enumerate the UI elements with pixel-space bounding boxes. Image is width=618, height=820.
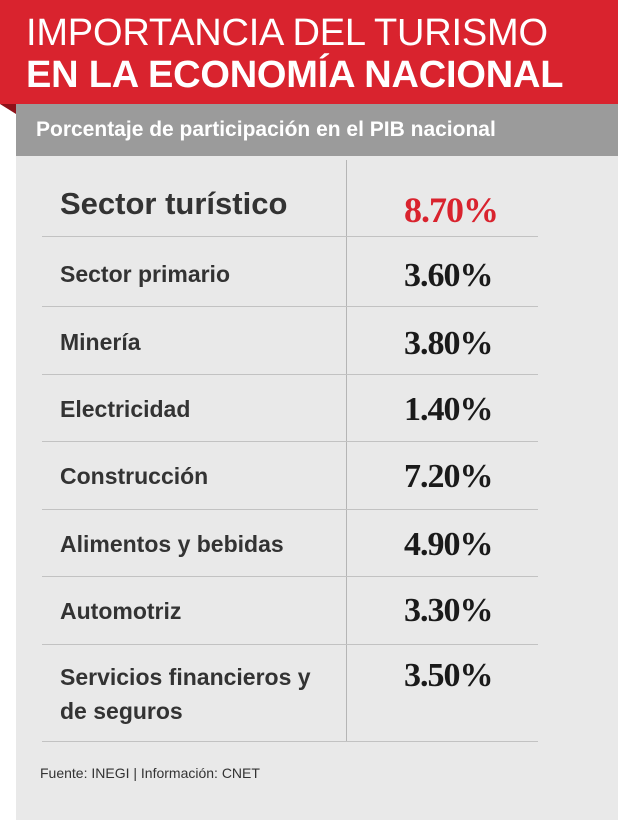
row-separator bbox=[42, 306, 538, 307]
row-label-servicios-financieros: Servicios financieros y de seguros bbox=[60, 664, 311, 724]
row-label-construccion: Construcción bbox=[60, 463, 209, 489]
banner-fold-corner bbox=[0, 104, 16, 114]
row-separator bbox=[42, 374, 538, 375]
subtitle-bar: Porcentaje de participación en el PIB na… bbox=[16, 104, 618, 156]
row-separator bbox=[42, 576, 538, 577]
row-value-electricidad: 1.40% bbox=[404, 391, 493, 428]
chart-subtitle: Porcentaje de participación en el PIB na… bbox=[36, 118, 496, 141]
title-line-1: IMPORTANCIA DEL TURISMO bbox=[26, 12, 548, 54]
row-value-alimentos-y-bebidas: 4.90% bbox=[404, 526, 493, 563]
source-note: Fuente: INEGI | Información: CNET bbox=[40, 765, 260, 781]
row-separator bbox=[42, 644, 538, 645]
page-title: IMPORTANCIA DEL TURISMO EN LA ECONOMÍA N… bbox=[26, 12, 606, 96]
table-panel bbox=[16, 156, 618, 820]
row-label-sector-turistico: Sector turístico bbox=[60, 186, 288, 221]
row-value-automotriz: 3.30% bbox=[404, 592, 493, 629]
row-value-servicios-financieros: 3.50% bbox=[404, 657, 493, 694]
row-label-alimentos-y-bebidas: Alimentos y bebidas bbox=[60, 531, 284, 557]
title-banner: IMPORTANCIA DEL TURISMO EN LA ECONOMÍA N… bbox=[0, 0, 618, 104]
row-value-sector-primario: 3.60% bbox=[404, 257, 493, 294]
row-separator bbox=[42, 236, 538, 237]
row-label-automotriz: Automotriz bbox=[60, 598, 182, 624]
row-label-electricidad: Electricidad bbox=[60, 396, 191, 422]
row-label-mineria: Minería bbox=[60, 329, 141, 355]
row-label-sector-primario: Sector primario bbox=[60, 261, 230, 287]
row-separator bbox=[42, 509, 538, 510]
row-separator bbox=[42, 741, 538, 742]
row-separator bbox=[42, 441, 538, 442]
title-line-2: EN LA ECONOMÍA NACIONAL bbox=[26, 54, 564, 96]
row-value-construccion: 7.20% bbox=[404, 458, 493, 495]
column-divider bbox=[346, 160, 347, 742]
row-value-mineria: 3.80% bbox=[404, 325, 493, 362]
row-value-sector-turistico: 8.70% bbox=[404, 190, 499, 230]
